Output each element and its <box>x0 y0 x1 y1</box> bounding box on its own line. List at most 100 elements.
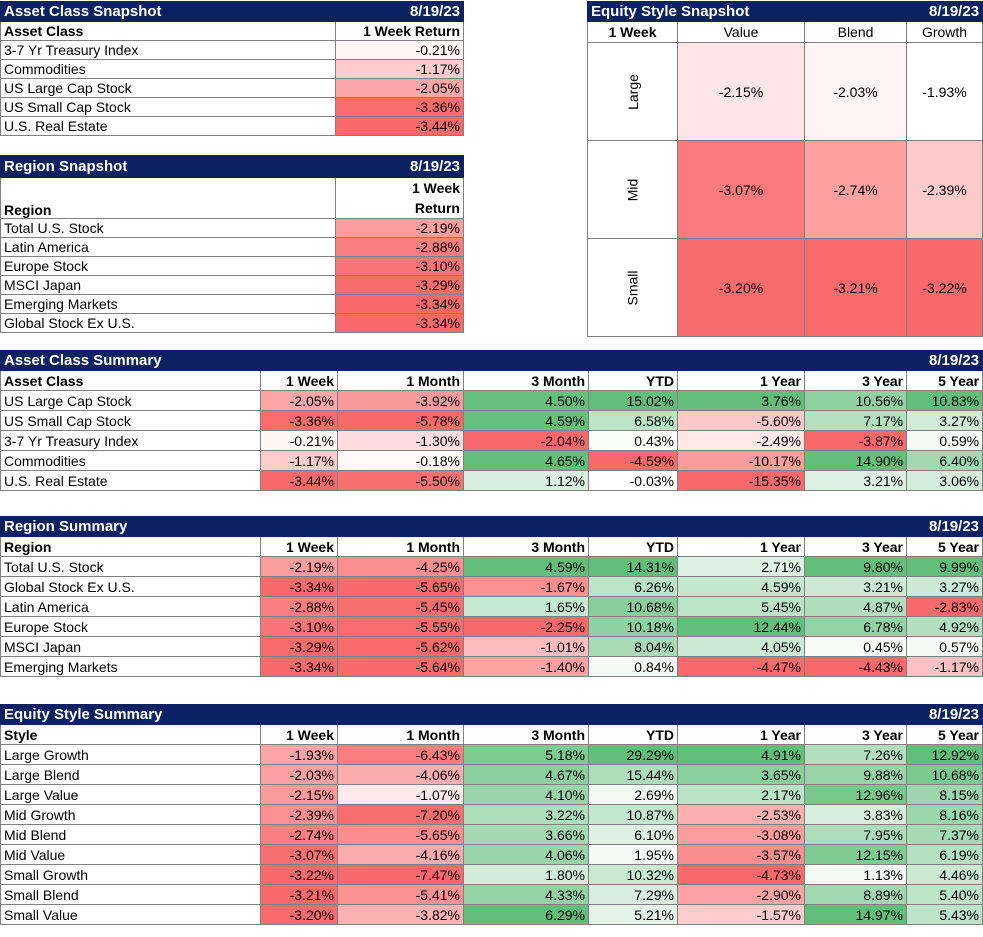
row-label: 3-7 Yr Treasury Index <box>0 430 261 451</box>
table-row: Emerging Markets -3.34% <box>0 294 464 314</box>
asset-class-snapshot-table: Asset Class Snapshot 8/19/23 Asset Class… <box>0 1 464 136</box>
return-cell: -5.55% <box>337 616 464 637</box>
table-row: MSCI Japan -3.29% <box>0 275 464 295</box>
style-cell: -3.20% <box>676 238 806 337</box>
return-cell: -3.20% <box>260 904 338 925</box>
return-cell: 3.27% <box>906 410 983 431</box>
return-cell: 4.65% <box>463 450 589 471</box>
return-cell: -7.47% <box>337 864 464 885</box>
return-cell: 3.06% <box>906 470 983 491</box>
column-header: 3 Year <box>804 536 907 557</box>
return-cell: 6.58% <box>588 410 678 431</box>
column-header-line: 1 Week <box>412 180 460 196</box>
style-size-label: Mid <box>587 140 678 239</box>
return-cell: 9.80% <box>804 556 907 577</box>
return-cell: 10.18% <box>588 616 678 637</box>
table-row: Small Blend -3.21% -5.41% 4.33% 7.29% -2.90% 8… <box>0 884 983 905</box>
return-cell: -2.88% <box>335 237 464 257</box>
return-cell: 4.05% <box>677 636 805 657</box>
return-cell: -5.78% <box>337 410 464 431</box>
row-label: U.S. Real Estate <box>0 470 261 491</box>
table-date: 8/19/23 <box>906 704 983 725</box>
row-label: Small Value <box>0 904 261 925</box>
column-header: 1 Month <box>337 536 464 557</box>
style-size-text: Large <box>624 73 641 110</box>
return-cell: 3.22% <box>463 804 589 825</box>
return-cell: 29.29% <box>588 744 678 765</box>
return-cell: 9.99% <box>906 556 983 577</box>
header-row: Region 1 Week 1 Month 3 Month YTD 1 Year 3 Yea… <box>0 536 983 557</box>
table-row: Global Stock Ex U.S. -3.34% <box>0 313 464 333</box>
style-size-text: Mid <box>624 178 641 201</box>
table-row: Commodities -1.17% -0.18% 4.65% -4.59% -10.17… <box>0 450 983 471</box>
return-cell: 14.90% <box>803 450 908 471</box>
style-cell: -3.21% <box>804 238 908 337</box>
table-row: Large Blend -2.03% -4.06% 4.67% 15.44% 3.65% 9… <box>0 764 983 785</box>
return-cell: -1.17% <box>335 59 464 79</box>
return-cell: 0.84% <box>588 656 678 677</box>
return-cell: 5.43% <box>906 904 983 925</box>
return-cell: -2.19% <box>335 218 464 238</box>
return-cell: 12.96% <box>803 784 908 805</box>
header-row: Asset Class 1 Week 1 Month 3 Month YTD 1 Year… <box>0 370 983 391</box>
column-header: Region <box>0 177 336 219</box>
return-cell: 6.19% <box>906 844 983 865</box>
return-cell: -5.64% <box>337 656 464 677</box>
asset-class-summary-table: Asset Class Summary 8/19/23 Asset Class 1 W… <box>0 350 983 491</box>
table-row: Large Growth -1.93% -6.43% 5.18% 29.29% 4.91%… <box>0 744 983 765</box>
style-cell: -2.15% <box>676 42 806 141</box>
return-cell: 4.50% <box>463 390 589 411</box>
row-label: Small Blend <box>0 884 261 905</box>
return-cell: 3.27% <box>906 576 983 597</box>
return-cell: -3.36% <box>335 97 464 117</box>
table-date: 8/19/23 <box>906 516 983 537</box>
return-cell: 7.29% <box>588 884 678 905</box>
table-date: 8/19/23 <box>335 1 464 22</box>
return-cell: 10.87% <box>588 804 678 825</box>
return-cell: 10.32% <box>588 864 678 885</box>
return-cell: -3.29% <box>335 275 464 295</box>
table-date: 8/19/23 <box>906 350 983 371</box>
style-cell: -2.03% <box>804 42 908 141</box>
return-cell: -3.82% <box>337 904 464 925</box>
table-row: Latin America -2.88% -5.45% 1.65% 10.68% 5.45… <box>0 596 983 617</box>
return-cell: -5.65% <box>337 824 464 845</box>
style-cell: -2.39% <box>906 140 983 239</box>
return-cell: -3.10% <box>260 616 338 637</box>
return-cell: -2.05% <box>260 390 338 411</box>
table-title: Equity Style Summary <box>0 704 908 725</box>
return-cell: -2.49% <box>677 430 805 451</box>
column-header: 3 Month <box>463 536 589 557</box>
row-label: Large Blend <box>0 764 261 785</box>
row-label: Large Value <box>0 784 261 805</box>
column-header: 1 Year <box>677 370 805 391</box>
return-cell: -2.25% <box>463 616 589 637</box>
return-cell: 9.88% <box>803 764 908 785</box>
return-cell: 8.89% <box>803 884 908 905</box>
column-header: 1 Year <box>677 536 805 557</box>
return-cell: 2.17% <box>677 784 805 805</box>
return-cell: -3.87% <box>803 430 908 451</box>
return-cell: -3.07% <box>260 844 338 865</box>
row-label: Global Stock Ex U.S. <box>0 313 336 333</box>
column-header: 1 Week <box>260 536 338 557</box>
row-label: Commodities <box>0 450 261 471</box>
style-size-text: Small <box>624 269 641 306</box>
equity-style-snapshot-table: Equity Style Snapshot 8/19/23 1 Week Val… <box>586 1 983 337</box>
return-cell: 12.15% <box>803 844 908 865</box>
return-cell: 6.78% <box>804 616 907 637</box>
row-label: Small Growth <box>0 864 261 885</box>
return-cell: 3.66% <box>463 824 589 845</box>
return-cell: -3.29% <box>260 636 338 657</box>
return-cell: 4.59% <box>463 410 589 431</box>
return-cell: -7.20% <box>337 804 464 825</box>
table-row: U.S. Real Estate -3.44% <box>0 116 464 136</box>
return-cell: 10.56% <box>803 390 908 411</box>
return-cell: -2.88% <box>260 596 338 617</box>
return-cell: 8.04% <box>588 636 678 657</box>
return-cell: -3.57% <box>677 844 805 865</box>
style-row: Small -3.20% -3.21% -3.22% <box>587 238 983 337</box>
return-cell: 1.80% <box>463 864 589 885</box>
row-label: US Small Cap Stock <box>0 97 336 117</box>
column-header: 5 Year <box>906 724 983 745</box>
